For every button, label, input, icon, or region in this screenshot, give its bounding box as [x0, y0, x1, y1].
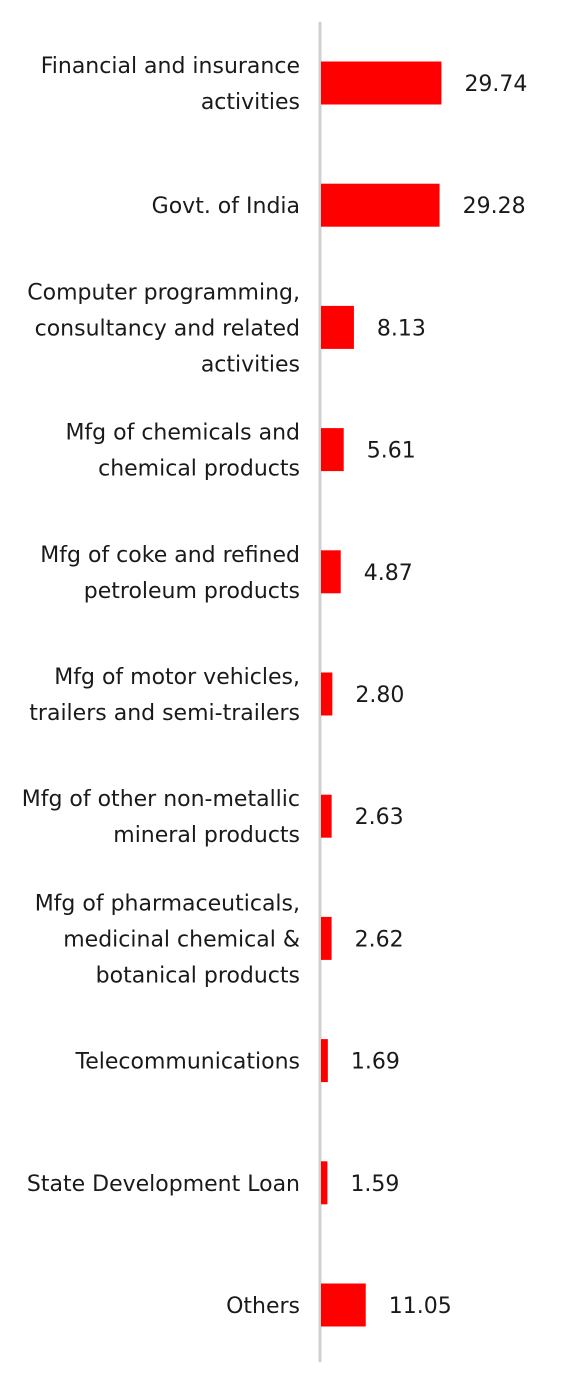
value-label-9: 1.59 — [350, 1172, 399, 1197]
category-label-2-line-0: Computer programming, — [27, 280, 300, 305]
category-label-3-line-0: Mfg of chemicals and — [65, 421, 300, 446]
category-label-6-line-0: Mfg of other non-metallic — [22, 787, 300, 812]
bar-6 — [321, 794, 332, 838]
category-label-5-line-1: trailers and semi-trailers — [29, 701, 300, 726]
bars-group — [321, 61, 442, 1327]
category-label-5-line-0: Mfg of motor vehicles, — [54, 665, 300, 690]
bar-10 — [321, 1283, 366, 1327]
category-label-8-line-0: Telecommunications — [75, 1050, 300, 1075]
bar-5 — [321, 672, 333, 716]
category-labels-group: Financial and insurance activities Govt. o… — [22, 54, 300, 1319]
value-label-7: 2.62 — [355, 927, 404, 952]
category-label-0-line-0: Financial and insurance — [41, 54, 300, 79]
category-label-9-line-0: State Development Loan — [27, 1172, 300, 1197]
category-label-6-line-1: mineral products — [113, 823, 300, 848]
value-labels-group: 29.74 29.28 8.13 5.61 4.87 2.80 2.63 2.62 1.69 1.… — [350, 72, 527, 1319]
value-label-2: 8.13 — [377, 316, 426, 341]
value-label-0: 29.74 — [464, 72, 527, 97]
value-label-8: 1.69 — [351, 1050, 400, 1075]
bar-8 — [321, 1039, 328, 1083]
bar-9 — [321, 1161, 328, 1205]
bar-1 — [321, 183, 440, 227]
value-label-4: 4.87 — [364, 561, 413, 586]
bar-4 — [321, 550, 341, 594]
value-label-6: 2.63 — [355, 805, 404, 830]
category-label-7-line-1: medicinal chemical & — [63, 927, 300, 952]
bar-2 — [321, 305, 354, 349]
category-label-10-line-0: Others — [226, 1294, 300, 1319]
value-label-5: 2.80 — [355, 683, 404, 708]
category-label-7-line-0: Mfg of pharmaceuticals, — [35, 891, 300, 916]
category-label-4-line-0: Mfg of coke and refined — [40, 543, 300, 568]
value-label-1: 29.28 — [463, 194, 526, 219]
category-label-0-line-1: activities — [201, 90, 300, 115]
bar-0 — [321, 61, 442, 105]
category-label-1-line-0: Govt. of India — [152, 194, 300, 219]
category-label-3-line-1: chemical products — [98, 457, 300, 482]
category-label-4-line-1: petroleum products — [84, 579, 300, 604]
bar-3 — [321, 428, 344, 472]
category-label-2-line-1: consultancy and related — [35, 316, 300, 341]
value-label-10: 11.05 — [389, 1294, 452, 1319]
value-label-3: 5.61 — [367, 439, 416, 464]
bar-7 — [321, 916, 332, 960]
category-label-2-line-2: activities — [201, 352, 300, 377]
category-label-7-line-2: botanical products — [96, 963, 300, 988]
